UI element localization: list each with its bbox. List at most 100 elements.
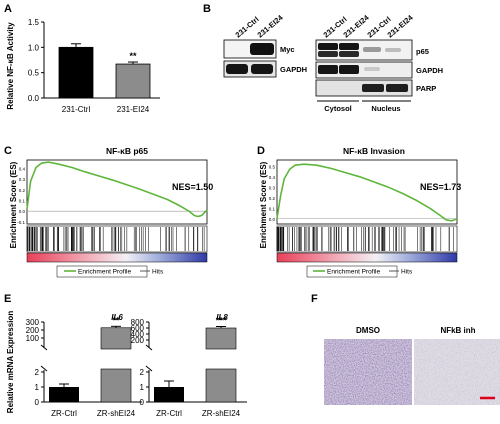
blot-band-parp-3: [386, 84, 408, 92]
e-break-a-0: [40, 365, 48, 372]
panel-c-ylabel: Enrichment Score (ES): [9, 161, 18, 248]
gsea-hits-D: [276, 227, 454, 251]
panel-c-title: NF-κB p65: [106, 146, 148, 156]
panel-d-gsea: 0.5 0.4 0.3 0.2 0.1 0.0: [269, 159, 458, 278]
blot-left-lane-0: 231-Ctrl: [234, 15, 261, 40]
panel-d-legend: Enrichment Profile Hits: [313, 269, 413, 276]
panel-d: D NF-κB Invasion Enrichment Score (ES) 0…: [257, 145, 461, 278]
e-break-b-1: [145, 344, 153, 351]
e-break-a-1: [145, 365, 153, 372]
panel-a-ytick-3: 1.5: [28, 18, 40, 27]
micrograph-nfkb-inh: [414, 339, 500, 405]
e-bar-0-0: [49, 387, 79, 402]
e-ltick-1-2: 2: [140, 368, 145, 377]
micrograph-dmso-texture: [324, 339, 412, 405]
panel-label-d: D: [257, 145, 265, 157]
e-ltick-0-2: 2: [35, 368, 40, 377]
gsea-frame-C: [26, 159, 208, 225]
gsea-ytick-D-5: 0.0: [269, 217, 276, 222]
panel-e-gene-1: IL8: [216, 313, 228, 322]
panel-c-nes: NES=1.50: [172, 182, 213, 192]
gsea-ytick-C-3: 0.1: [19, 199, 26, 204]
gsea-ytick-C-0: 0.4: [19, 167, 26, 172]
panel-a-bar-0: [58, 46, 94, 99]
e-xtick-0-1: ZR-shEI24: [97, 409, 136, 418]
gsea-ytick-C-4: 0.0: [19, 209, 26, 214]
e-utick-1-3: 800: [131, 318, 145, 327]
panel-label-e: E: [4, 293, 11, 305]
blot-band-gapdh-r1: [339, 65, 359, 74]
panel-f: F DMSO NFkB inh: [311, 293, 500, 405]
e-utick-1-0: 200: [131, 336, 145, 345]
panel-a-ylabel: Relative NF-κB Activity: [6, 22, 15, 110]
gsea-ytick-D-3: 0.2: [269, 196, 276, 201]
panel-a-ytick-1: 0.5: [28, 69, 40, 78]
panel-c-legend: Enrichment Profile Hits: [64, 269, 164, 276]
gsea-heatbar-C: [26, 252, 208, 263]
gsea-ytick-D-1: 0.4: [269, 175, 276, 180]
e-utick-0-1: 200: [26, 326, 40, 335]
panel-label-a: A: [4, 3, 12, 15]
blot-band-gapdh-l0: [226, 64, 248, 74]
panel-d-ylabel: Enrichment Score (ES): [259, 161, 268, 248]
image-label-dmso: DMSO: [356, 326, 380, 335]
gsea-ytick-C-5: -0.1: [17, 220, 25, 225]
blot-band-gapdh-r0: [318, 65, 338, 74]
blot-band-gapdh-r2: [364, 67, 380, 71]
e-bar-0-1-up: [100, 327, 132, 350]
panel-b: B 231-Ctrl 231-EI24 Myc GAPDH 231-Ctrl 2…: [203, 3, 443, 113]
panel-e-gene-0: IL6: [111, 313, 123, 322]
panel-label-b: B: [203, 3, 211, 15]
legend-hits-c: Hits: [152, 269, 164, 276]
panel-a-bars: [58, 43, 151, 99]
panel-d-nes: NES=1.73: [420, 182, 461, 192]
panel-a-bar-1: [115, 63, 151, 99]
gsea-ytick-D-4: 0.1: [269, 206, 276, 211]
e-xtick-1-0: ZR-Ctrl: [156, 409, 182, 418]
panel-e-ylabel: Relative mRNA Expression: [6, 311, 15, 414]
blot-row-p65: p65: [416, 47, 429, 56]
gsea-hits-frame-D: [276, 225, 458, 253]
e-break-b-0: [40, 344, 48, 351]
e-sig-1: ***: [216, 316, 227, 326]
fraction-nucleus: Nucleus: [371, 104, 400, 113]
panel-a-ytick-0: 0.0: [28, 94, 40, 103]
e-utick-1-2: 600: [131, 324, 145, 333]
e-bar-0-1-low: [100, 368, 132, 403]
blot-band-p65-0b: [318, 51, 338, 57]
gsea-frame-D: [276, 159, 458, 225]
legend-enrichment-c: Enrichment Profile: [78, 269, 131, 276]
gsea-hits-C: [26, 227, 205, 251]
e-xtick-0-0: ZR-Ctrl: [51, 409, 77, 418]
panel-label-c: C: [4, 145, 12, 157]
gsea-ytick-C-1: 0.3: [19, 177, 26, 182]
panel-c-gsea: 0.4 0.3 0.2 0.1 0.0 -0.1: [17, 159, 208, 278]
blot-row-parp: PARP: [416, 84, 436, 93]
e-utick-0-2: 300: [26, 318, 40, 327]
e-utick-1-1: 400: [131, 330, 145, 339]
blot-row-myc: Myc: [280, 45, 295, 54]
gsea-hits-frame-C: [26, 225, 208, 253]
panel-a-xtick-0: 231-Ctrl: [62, 105, 91, 114]
legend-enrichment-d: Enrichment Profile: [327, 269, 380, 276]
panel-a: A Relative NF-κB Activity 0.0 0.5 1.0 1.5 2…: [4, 3, 160, 114]
panel-a-ytick-2: 1.0: [28, 43, 40, 52]
panel-a-xtick-1: 231-EI24: [117, 105, 150, 114]
blot-band-p65-3: [385, 48, 401, 52]
panel-d-title: NF-κB Invasion: [343, 146, 405, 156]
blot-band-myc: [250, 43, 274, 55]
panel-c: C NF-κB p65 Enrichment Score (ES) 0.4 0.3…: [4, 145, 213, 278]
e-bar-1-0: [154, 387, 184, 402]
e-ltick-0-0: 0: [35, 398, 40, 407]
e-utick-0-0: 100: [26, 334, 40, 343]
blot-band-p65-1b: [339, 51, 359, 57]
e-bar-1-1-low: [205, 368, 237, 403]
e-sig-0: **: [112, 315, 120, 325]
image-label-nfkb-inh: NFkB inh: [440, 326, 475, 335]
panel-e: E Relative mRNA Expression IL6 IL8 01210…: [4, 293, 247, 418]
fraction-cytosol: Cytosol: [324, 104, 352, 113]
enrichment-curve-D: [276, 163, 458, 222]
